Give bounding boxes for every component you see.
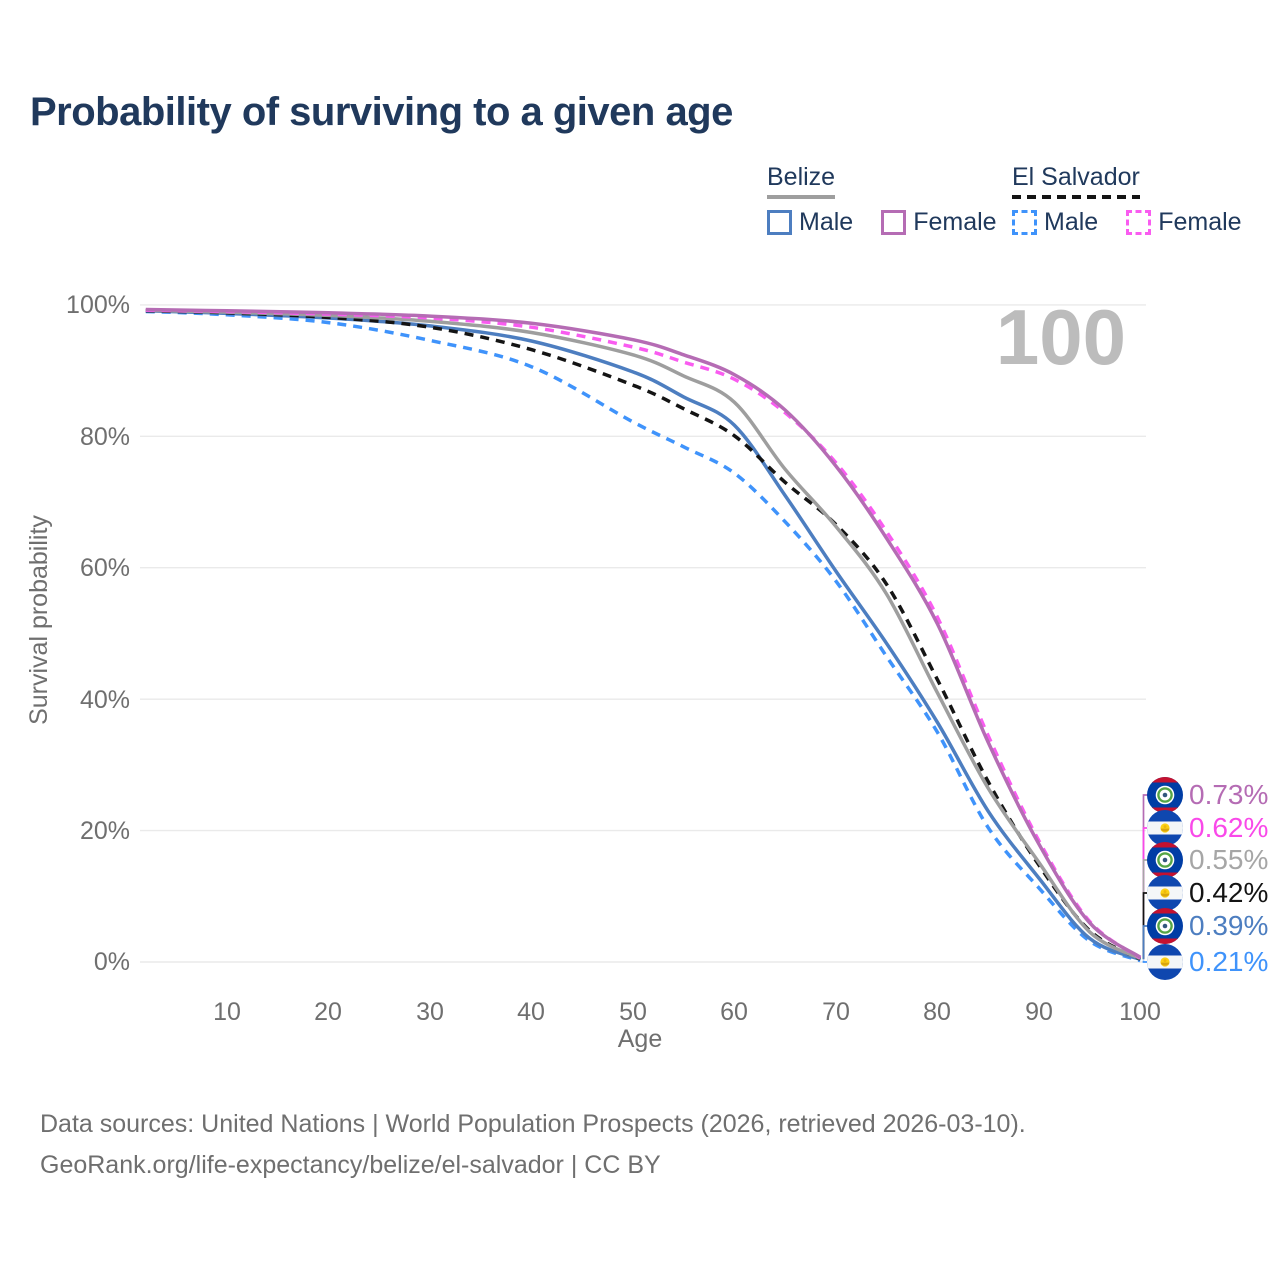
legend-item-label: Male xyxy=(1044,208,1099,236)
x-tick-50: 50 xyxy=(619,998,647,1026)
series-lines xyxy=(145,307,1142,963)
legend-group-el-salvador: El Salvador Male Female xyxy=(1012,163,1242,237)
x-tick-80: 80 xyxy=(923,998,951,1026)
legend-group-belize: Belize Male Female xyxy=(767,163,997,237)
source-line: Data sources: United Nations | World Pop… xyxy=(40,1110,1026,1138)
x-tick-90: 90 xyxy=(1025,998,1053,1026)
legend-item-label: Female xyxy=(913,208,997,236)
x-tick-70: 70 xyxy=(822,998,850,1026)
y-tick-60: 60% xyxy=(80,554,130,582)
x-tick-40: 40 xyxy=(517,998,545,1026)
x-tick-10: 10 xyxy=(213,998,241,1026)
source-attribution: Data sources: United Nations | World Pop… xyxy=(40,1104,1026,1186)
x-tick-20: 20 xyxy=(314,998,342,1026)
legend-underline-solid xyxy=(767,195,836,199)
end-label-value: 0.39% xyxy=(1189,910,1269,941)
legend-underline-dashed xyxy=(1012,195,1140,199)
end-label-belize-both: 0.55% xyxy=(1147,842,1268,878)
end-label-belize-male: 0.39% xyxy=(1147,908,1268,944)
series-belize-both[interactable] xyxy=(145,308,1142,960)
gridlines xyxy=(140,304,1146,963)
legend-country-label: El Salvador xyxy=(1012,163,1140,191)
end-label-value: 0.42% xyxy=(1189,877,1269,908)
end-label-belize-female: 0.73% xyxy=(1147,777,1268,813)
end-label-el-salvador-female: 0.62% xyxy=(1147,810,1268,846)
series-el-salvador-female[interactable] xyxy=(145,308,1142,960)
legend-swatch-el-salvador-male xyxy=(1012,210,1037,235)
x-tick-30: 30 xyxy=(416,998,444,1026)
x-tick-60: 60 xyxy=(720,998,748,1026)
legend-item-label: Female xyxy=(1158,208,1242,236)
x-axis-title: Age xyxy=(618,1025,662,1053)
x-axis-ticks: 10 20 30 40 50 60 70 80 90 100 xyxy=(213,998,1161,1026)
legend-item-belize-male[interactable]: Male xyxy=(767,208,853,237)
y-tick-80: 80% xyxy=(80,423,130,451)
end-label-value: 0.21% xyxy=(1189,946,1269,977)
source-link: GeoRank.org/life-expectancy/belize/el-sa… xyxy=(40,1151,661,1179)
series-belize-female[interactable] xyxy=(145,307,1142,959)
legend-item-label: Male xyxy=(799,208,854,236)
series-el-salvador-both[interactable] xyxy=(145,309,1142,961)
y-tick-100: 100% xyxy=(66,291,130,319)
el-salvador-flag-icon xyxy=(1147,875,1183,911)
series-el-salvador-male[interactable] xyxy=(145,309,1141,963)
legend-swatch-belize-female xyxy=(881,210,907,235)
end-label-value: 0.62% xyxy=(1189,812,1269,843)
end-label-el-salvador-both: 0.42% xyxy=(1147,875,1268,911)
end-label-el-salvador-male: 0.21% xyxy=(1147,944,1268,980)
page-title: Probability of surviving to a given age xyxy=(30,90,733,134)
end-label-value: 0.55% xyxy=(1189,844,1269,875)
y-axis-title: Survival probability xyxy=(25,515,53,725)
y-tick-40: 40% xyxy=(80,686,130,714)
legend-item-el-salvador-male[interactable]: Male xyxy=(1012,208,1098,237)
legend-swatch-el-salvador-female xyxy=(1126,210,1152,235)
series-belize-male[interactable] xyxy=(145,309,1141,962)
legend-country-belize[interactable]: Belize xyxy=(767,163,836,199)
legend-country-el-salvador[interactable]: El Salvador xyxy=(1012,163,1140,199)
el-salvador-flag-icon xyxy=(1147,810,1183,846)
y-axis-ticks: 100% 80% 60% 40% 20% 0% xyxy=(66,291,130,976)
legend-country-label: Belize xyxy=(767,163,836,191)
age-watermark: 100 xyxy=(996,293,1126,381)
legend-item-belize-female[interactable]: Female xyxy=(881,208,997,237)
belize-flag-icon xyxy=(1147,777,1183,813)
el-salvador-flag-icon xyxy=(1147,944,1183,980)
x-tick-100: 100 xyxy=(1119,998,1161,1026)
y-tick-0: 0% xyxy=(94,948,130,976)
belize-flag-icon xyxy=(1147,842,1183,878)
y-tick-20: 20% xyxy=(80,817,130,845)
belize-flag-icon xyxy=(1147,908,1183,944)
legend-item-el-salvador-female[interactable]: Female xyxy=(1126,208,1242,237)
end-label-value: 0.73% xyxy=(1189,779,1269,810)
legend-swatch-belize-male xyxy=(767,210,792,235)
